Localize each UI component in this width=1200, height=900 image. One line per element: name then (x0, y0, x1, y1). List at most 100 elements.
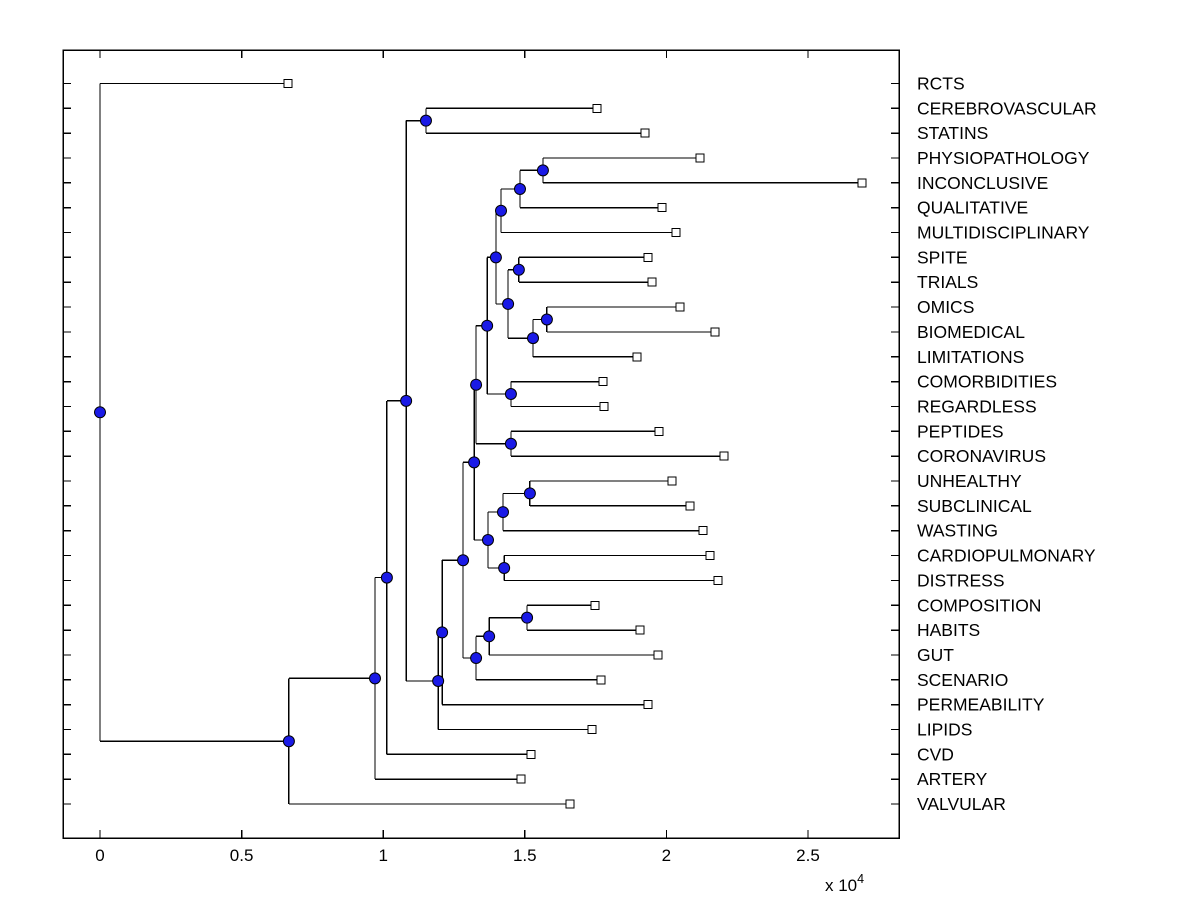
leaf-marker (719, 451, 729, 461)
leaf-label: REGARDLESS (917, 396, 1037, 416)
internal-node-marker (498, 561, 511, 574)
internal-node-marker (489, 251, 502, 264)
leaf-marker (635, 625, 645, 635)
leaf-marker (654, 426, 664, 436)
leaf-label: INCONCLUSIVE (917, 173, 1048, 193)
leaf-label: ARTERY (917, 769, 988, 789)
leaf-label: HABITS (917, 620, 980, 640)
leaf-label: PHYSIOPATHOLOGY (917, 148, 1090, 168)
internal-node-marker (496, 506, 509, 519)
internal-node-marker (282, 735, 295, 748)
leaf-label: RCTS (917, 73, 965, 93)
internal-node-marker (481, 319, 494, 332)
leaf-marker (705, 551, 715, 561)
leaf-marker (526, 749, 536, 759)
leaf-label: MULTIDISCIPLINARY (917, 223, 1090, 243)
internal-node-marker (470, 652, 483, 665)
leaf-marker (565, 799, 575, 809)
leaf-label: QUALITATIVE (917, 198, 1028, 218)
internal-node-marker (380, 571, 393, 584)
x-tick-label: 1.5 (513, 846, 537, 865)
internal-node-marker (536, 164, 549, 177)
leaf-marker (698, 526, 708, 536)
leaf-label: CVD (917, 744, 954, 764)
leaf-label: GUT (917, 645, 954, 665)
leaf-marker (516, 774, 526, 784)
leaf-marker (671, 228, 681, 237)
leaf-label: DISTRESS (917, 570, 1005, 590)
internal-node-marker (513, 183, 526, 196)
leaf-label: TRIALS (917, 272, 978, 292)
internal-node-marker (400, 394, 413, 407)
internal-node-marker (419, 114, 432, 127)
leaf-marker (667, 476, 677, 486)
leaf-marker (653, 650, 663, 660)
leaf-marker (643, 252, 653, 262)
leaf-label: SUBCLINICAL (917, 496, 1032, 516)
internal-node-marker (468, 456, 481, 469)
x-tick-label: 0 (95, 846, 104, 865)
leaf-label: CORONAVIRUS (917, 446, 1046, 466)
leaf-marker (640, 128, 650, 138)
leaf-marker (592, 103, 602, 113)
x-tick-label: 2 (662, 846, 671, 865)
leaf-label: UNHEALTHY (917, 471, 1022, 491)
leaf-marker (587, 725, 597, 734)
internal-node-marker (368, 672, 381, 685)
internal-node-marker (457, 554, 470, 567)
leaf-label: LIPIDS (917, 720, 972, 740)
leaf-label: WASTING (917, 521, 998, 541)
internal-node-marker (521, 611, 534, 624)
leaf-label: STATINS (917, 123, 988, 143)
leaf-label: SCENARIO (917, 670, 1008, 690)
leaf-marker (685, 501, 695, 511)
leaf-label: SPITE (917, 247, 968, 267)
tree-lines-group (63, 50, 899, 838)
internal-node-marker (504, 388, 517, 401)
internal-node-marker (94, 406, 106, 419)
internal-node-marker (495, 204, 508, 217)
leaf-marker (632, 352, 642, 362)
leaf-marker (643, 700, 653, 710)
internal-node-marker (470, 378, 483, 391)
leaf-marker (590, 600, 600, 610)
leaf-label: CARDIOPULMONARY (917, 546, 1096, 566)
internal-node-marker (504, 437, 517, 450)
leaf-marker (675, 302, 685, 312)
internal-node-marker (512, 263, 525, 276)
internal-node-marker (483, 630, 496, 643)
axes-box (62, 49, 900, 839)
leaf-label: CEREBROVASCULAR (917, 98, 1097, 118)
internal-node-marker (527, 332, 540, 345)
leaf-label: OMICS (917, 297, 974, 317)
x-tick-label: 0.5 (230, 846, 254, 865)
leaf-marker (647, 277, 657, 287)
x-tick-label: 2.5 (796, 846, 820, 865)
leaf-label: PEPTIDES (917, 421, 1004, 441)
internal-node-marker (432, 674, 445, 687)
leaf-label: VALVULAR (917, 794, 1006, 814)
leaf-marker (283, 78, 293, 88)
internal-node-marker (436, 626, 449, 639)
internal-node-marker (481, 534, 494, 547)
leaf-label: COMPOSITION (917, 595, 1041, 615)
axis-scale-label: x 104 (825, 872, 864, 895)
internal-node-marker (502, 297, 515, 310)
leaf-label: COMORBIDITIES (917, 372, 1057, 392)
leaf-marker (857, 178, 867, 188)
internal-node-marker (540, 313, 553, 326)
leaf-marker (695, 153, 705, 163)
leaf-marker (710, 327, 720, 337)
leaf-marker (598, 377, 608, 387)
leaf-marker (713, 575, 723, 585)
internal-node-marker (523, 487, 536, 500)
leaf-label: BIOMEDICAL (917, 322, 1025, 342)
leaf-marker (657, 203, 667, 213)
leaf-marker (599, 401, 609, 411)
leaf-label: LIMITATIONS (917, 347, 1024, 367)
leaf-marker (596, 675, 606, 685)
leaf-label: PERMEABILITY (917, 695, 1045, 715)
x-tick-label: 1 (378, 846, 387, 865)
